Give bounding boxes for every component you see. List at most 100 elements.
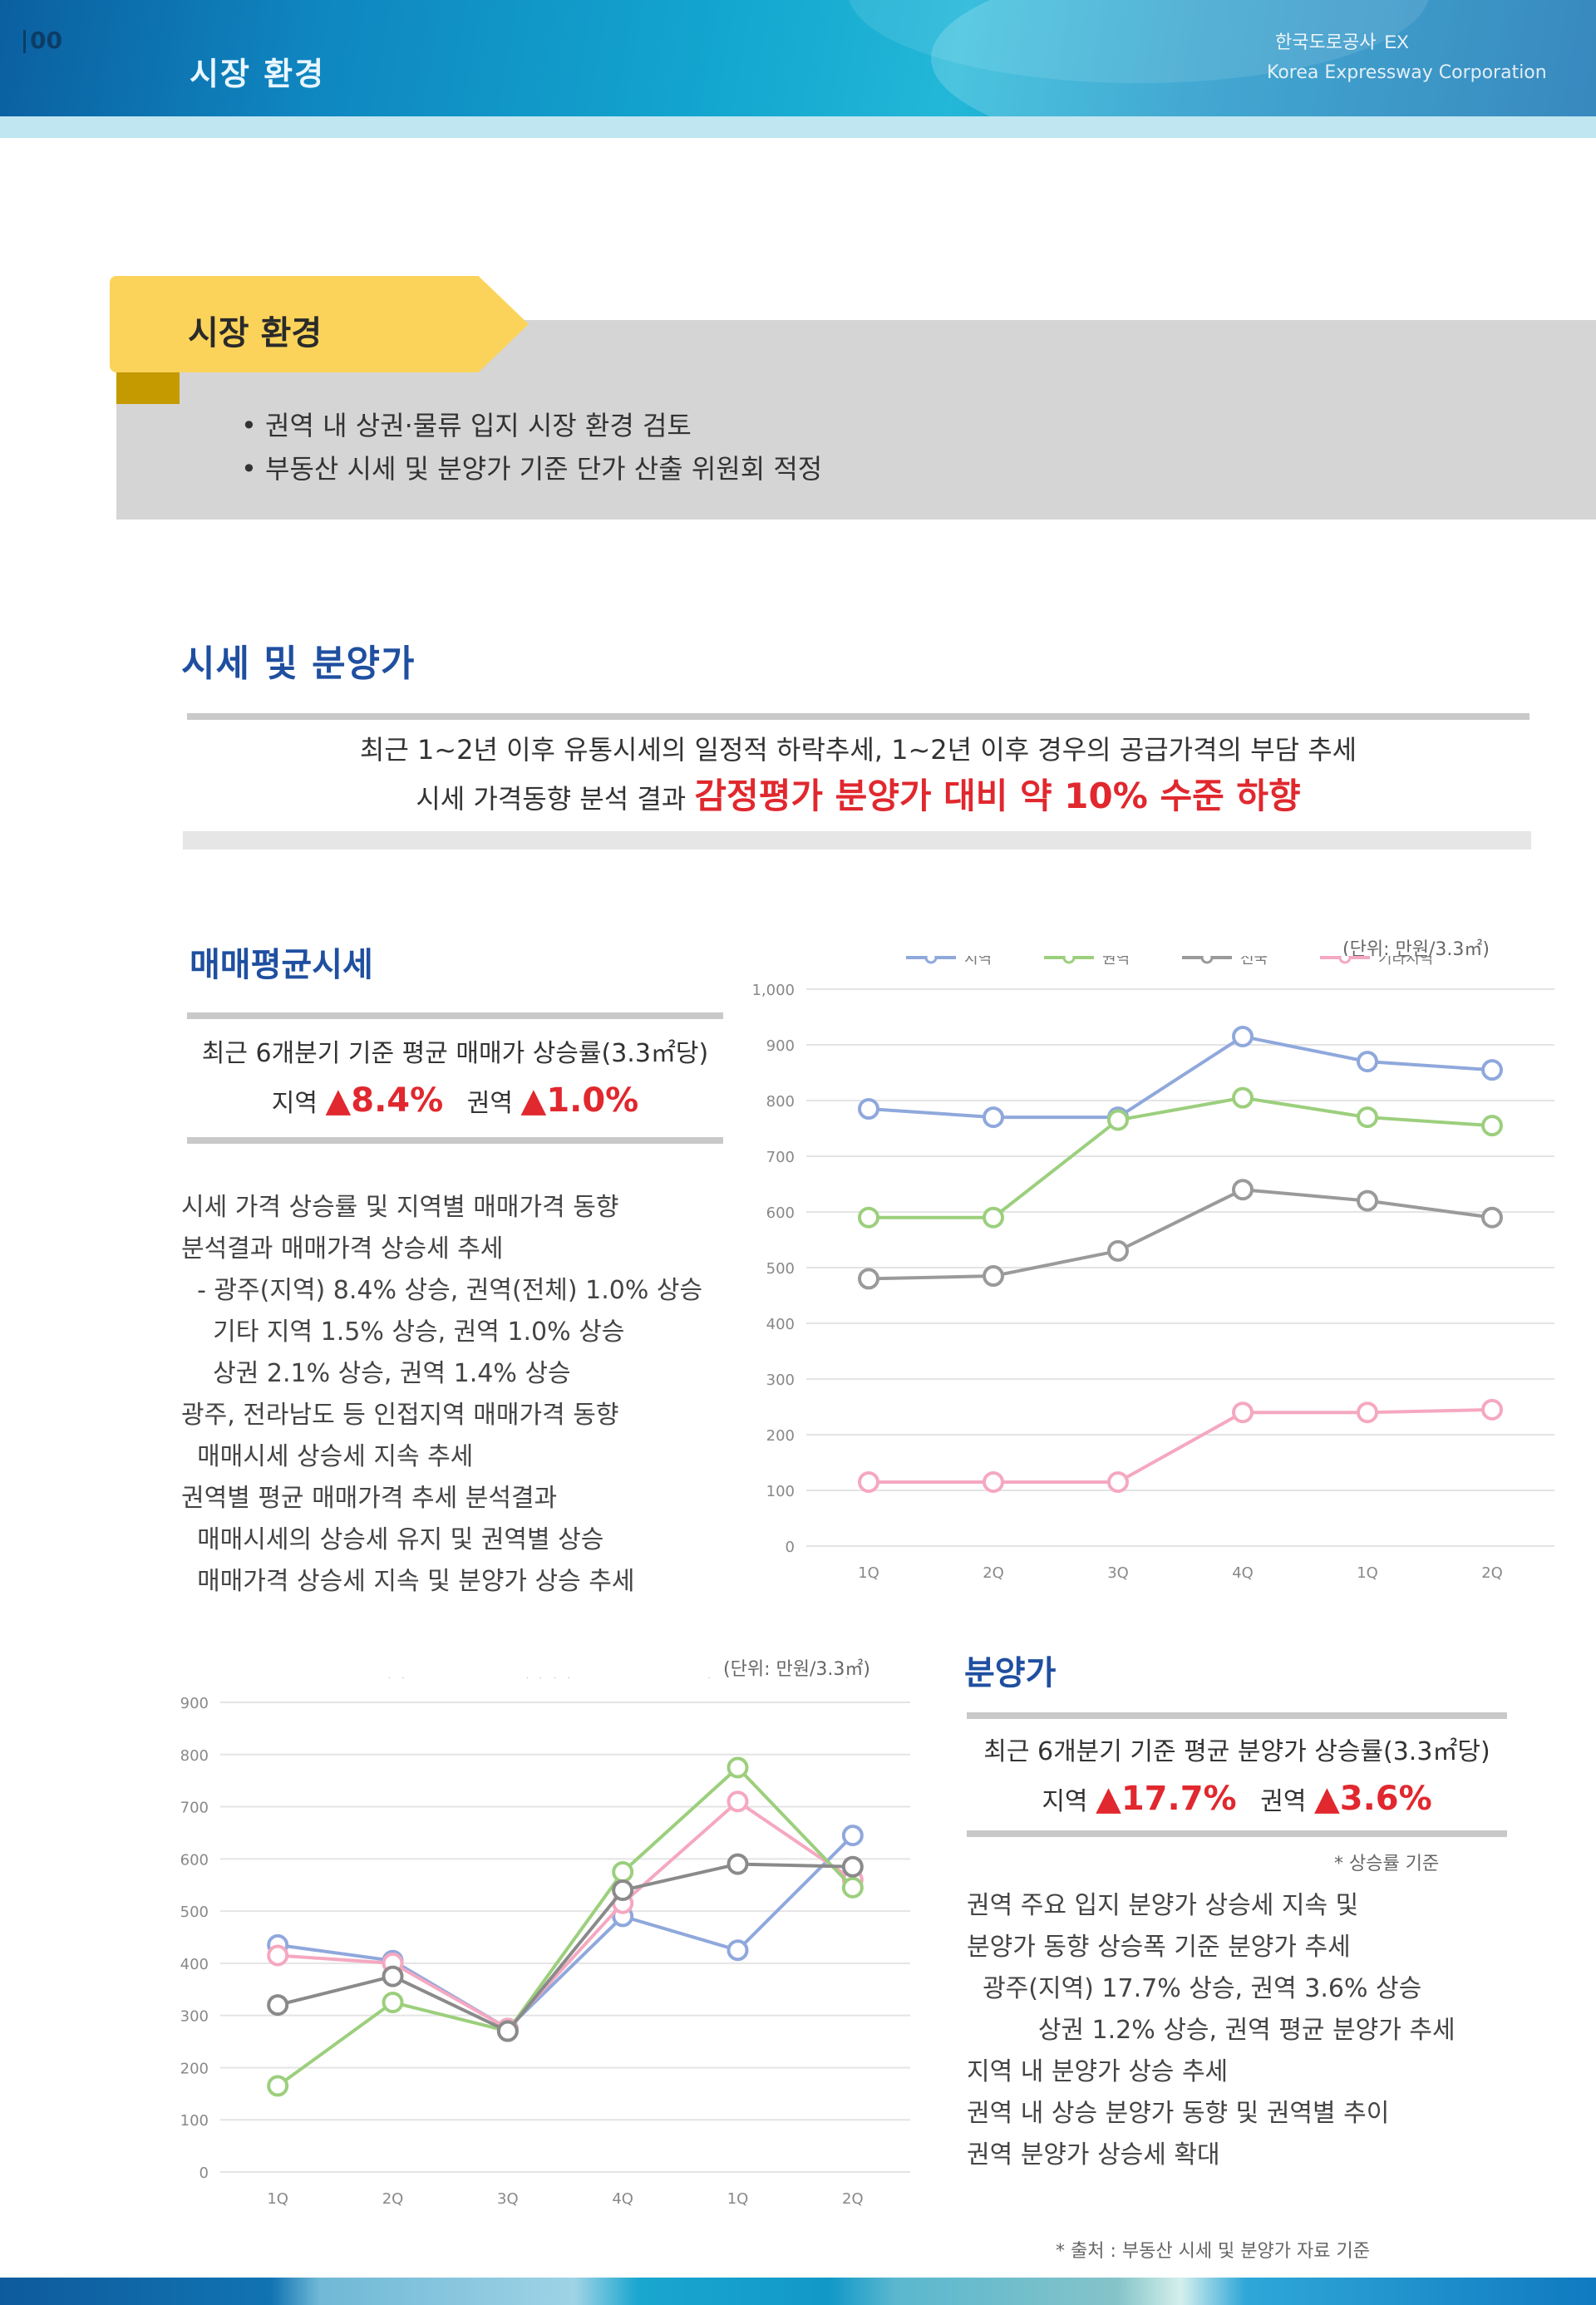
presale-price-chart: 0 100 200 300 400 500 600 700 800 900 1Q 2Q 3Q 4Q 1Q 2Q… [180, 1677, 910, 2208]
sales-price-heading: 매매평균시세 [190, 946, 373, 984]
data-point [612, 1861, 634, 1884]
sales-price-paragraph: 시세 가격 상승률 및 지역별 매매가격 동향 분석결과 매매가격 상승세 추세… [181, 1193, 703, 1596]
section-heading: 시세 및 분양가 [181, 643, 416, 685]
y-tick-label: 500 [180, 1904, 209, 1921]
data-point [727, 1756, 749, 1779]
y-tick-label: 800 [180, 1747, 209, 1765]
intro-bullets: • 권역 내 상권·물류 입지 시장 환경 검토 • 부동산 시세 및 분양가 … [241, 404, 822, 490]
legend-label: 지역 [964, 956, 992, 968]
data-point [983, 1206, 1004, 1229]
x-tick-label: 2Q [842, 2190, 864, 2208]
y-tick-label: 200 [180, 2060, 209, 2077]
presale-box-label-b: 권역 [1260, 1787, 1307, 1816]
presale-price-summary-box: 최근 6개분기 기준 평균 분양가 상승률(3.3㎡당) 지역 ▲17.7% 권… [967, 1729, 1507, 1825]
source-note: * 출처 : 부동산 시세 및 분양가 자료 기준 [1056, 2241, 1370, 2262]
data-point [382, 1991, 404, 2013]
banner-wave-decoration [931, 0, 1596, 116]
data-point [1107, 1109, 1129, 1131]
y-tick-label: 100 [180, 2112, 209, 2130]
divider [187, 713, 1530, 720]
data-point [1481, 1398, 1503, 1421]
sales-box-caption: 최근 6개분기 기준 평균 매매가 상승률(3.3㎡당) [201, 1039, 709, 1068]
legend-label: 기타지역 [1378, 956, 1433, 968]
ribbon-fold-decoration [116, 372, 180, 404]
y-tick-label: 0 [200, 2165, 209, 2182]
presale-box-label-a: 지역 [1042, 1787, 1088, 1816]
data-point [1357, 1106, 1378, 1129]
summary-shade [183, 831, 1531, 850]
legend-label: 권역 [1102, 956, 1130, 968]
data-point [1357, 1189, 1378, 1212]
y-tick-label: 1,000 [751, 982, 795, 999]
presale-box-value-a: 17.7% [1121, 1780, 1237, 1818]
data-point [1357, 1051, 1378, 1073]
logo-sub-text: EX [1384, 32, 1409, 52]
presale-price-paragraph: 권역 주요 입지 분양가 상승세 지속 및 분양가 동향 상승폭 기준 분양가 … [967, 1891, 1456, 2170]
page-number: 00 [23, 27, 62, 54]
data-point [612, 1879, 634, 1901]
x-tick-label: 1Q [858, 1564, 879, 1582]
up-triangle-icon: ▲ [1096, 1780, 1121, 1818]
x-tick-label: 2Q [1481, 1564, 1503, 1582]
y-tick-label: 300 [766, 1372, 795, 1389]
legend-marker [1200, 956, 1214, 964]
presale-box-caption: 최근 6개분기 기준 평균 분양가 상승률(3.3㎡당) [983, 1737, 1490, 1766]
presale-footnote: * 상승률 기준 [1334, 1854, 1440, 1874]
data-point [1232, 1025, 1254, 1047]
header-accent-bar [0, 116, 1596, 138]
data-point [1481, 1206, 1503, 1229]
data-point [267, 1994, 289, 2017]
data-point [727, 1853, 749, 1875]
data-point [727, 1790, 749, 1813]
legend-label: 전국 [822, 1677, 850, 1681]
data-point [1232, 1401, 1254, 1424]
data-point [1107, 1239, 1129, 1262]
ribbon-title: 시장 환경 [188, 314, 323, 352]
sales-box-value-b: 1.0% [546, 1081, 639, 1120]
legend-marker [924, 956, 938, 964]
presale-price-heading: 분양가 [964, 1654, 1057, 1692]
data-point [267, 2075, 289, 2097]
data-point [858, 1268, 879, 1290]
y-tick-label: 900 [766, 1037, 795, 1055]
data-point [1232, 1179, 1254, 1201]
data-point [1107, 1470, 1129, 1493]
y-tick-label: 500 [766, 1260, 795, 1278]
x-tick-label: 2Q [382, 2190, 404, 2208]
sales-price-summary-box: 최근 6개분기 기준 평균 매매가 상승률(3.3㎡당) 지역 ▲8.4% 권역… [187, 1031, 723, 1127]
x-tick-label: 1Q [267, 2190, 288, 2208]
data-point [983, 1106, 1004, 1129]
y-tick-label: 400 [766, 1316, 795, 1333]
series-line [868, 1034, 1493, 1120]
y-tick-label: 200 [766, 1427, 795, 1445]
presale-box-value-b: 3.6% [1339, 1780, 1432, 1818]
sales-box-value-a: 8.4% [351, 1081, 444, 1120]
data-point [841, 1855, 864, 1878]
legend-label: 지역 [378, 1677, 406, 1681]
x-tick-label: 1Q [1357, 1564, 1378, 1582]
legend-label: 권역 [684, 1677, 712, 1681]
x-tick-label: 4Q [612, 2190, 633, 2208]
data-point [858, 1470, 879, 1493]
data-point [858, 1098, 879, 1120]
data-point [841, 1876, 864, 1899]
summary-highlight: 감정평가 분양가 대비 약 10% 수준 하향 [694, 776, 1301, 816]
data-point [858, 1206, 879, 1229]
x-tick-label: 1Q [727, 2190, 749, 2208]
data-point [727, 1939, 749, 1962]
y-tick-label: 700 [766, 1149, 795, 1166]
data-point [841, 1825, 864, 1847]
y-tick-label: 100 [766, 1483, 795, 1500]
legend-label: 전국 [1240, 956, 1268, 968]
logo-english-text: Korea Expressway Corporation [1267, 62, 1547, 83]
section-name: 시장 환경 [190, 56, 326, 92]
data-point [267, 1944, 289, 1967]
data-point [1481, 1059, 1503, 1081]
data-point [1232, 1086, 1254, 1109]
company-logo: 한국도로공사 EX Korea Expressway Corporation [1267, 15, 1549, 106]
section-ribbon: 시장 환경 [110, 276, 529, 372]
y-tick-label: 300 [180, 2008, 209, 2026]
top-banner: 00 시장 환경 한국도로공사 EX Korea Expressway Corpo… [0, 0, 1596, 116]
y-tick-label: 0 [786, 1539, 795, 1556]
